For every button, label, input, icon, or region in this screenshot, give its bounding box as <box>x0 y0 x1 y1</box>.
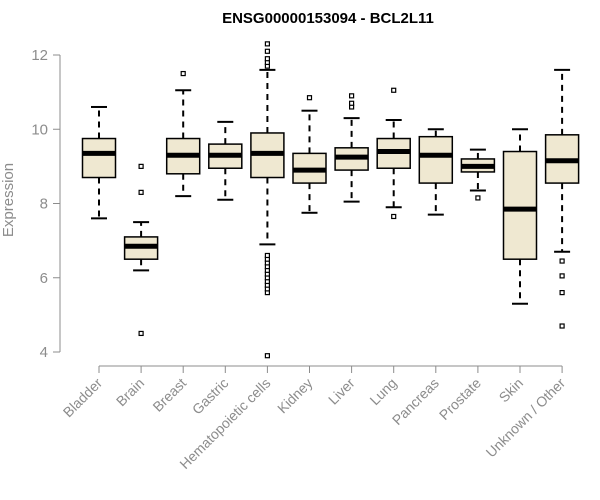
outlier-point <box>559 290 565 296</box>
x-tick-label: Liver <box>325 375 358 408</box>
box-kidney <box>292 95 327 214</box>
outlier-point <box>138 163 144 169</box>
outlier-point <box>559 258 565 264</box>
x-tick-label: Breast <box>149 375 189 415</box>
x-tick-label: Kidney <box>274 375 316 417</box>
x-tick-label: Lung <box>366 375 399 408</box>
iqr-box <box>81 137 117 179</box>
chart-title: ENSG00000153094 - BCL2L11 <box>222 10 434 27</box>
box-pancreas <box>418 128 454 216</box>
box-breast <box>165 70 201 198</box>
outlier-point <box>349 93 355 99</box>
box-skin <box>502 128 538 305</box>
box-gastric <box>208 120 243 201</box>
outlier-point <box>559 323 565 329</box>
outlier-point <box>264 353 270 359</box>
x-tick-label: Unknown / Other <box>483 375 569 461</box>
box-unknown-other <box>544 68 580 329</box>
outlier-point <box>138 189 144 195</box>
outlier-point <box>138 330 144 337</box>
box-hematopoietic-cells <box>250 41 285 359</box>
y-axis-label: Expression <box>0 163 17 237</box>
outlier-point <box>264 56 270 62</box>
outlier-point <box>306 95 313 101</box>
box-bladder <box>81 105 117 220</box>
box-liver <box>334 93 369 203</box>
box-brain <box>123 163 159 337</box>
outlier-point <box>391 213 397 220</box>
iqr-box <box>418 135 454 184</box>
x-tick-label: Prostate <box>436 375 484 423</box>
y-tick-label: 8 <box>40 196 48 213</box>
x-tick-label: Bladder <box>60 375 106 421</box>
box-prostate <box>460 148 496 201</box>
iqr-box <box>502 150 538 260</box>
outlier-point <box>264 48 270 54</box>
outlier-point <box>391 87 397 93</box>
boxes <box>81 41 580 359</box>
y-tick-label: 10 <box>31 121 48 138</box>
y-axis: 4 6 8 10 12 <box>31 47 61 361</box>
y-tick-label: 4 <box>40 344 48 361</box>
outlier-point <box>349 100 355 106</box>
y-tick-label: 6 <box>40 270 48 287</box>
outlier-point <box>264 41 270 47</box>
x-tick-label: Skin <box>496 375 527 406</box>
y-tick-label: 12 <box>31 47 48 64</box>
outlier-point <box>180 70 186 77</box>
box-lung <box>376 87 411 220</box>
x-tick-label: Pancreas <box>389 375 442 428</box>
x-tick-label: Brain <box>113 375 147 409</box>
outlier-point <box>475 195 481 201</box>
outlier-point <box>559 273 565 279</box>
outlier-point <box>264 252 270 259</box>
